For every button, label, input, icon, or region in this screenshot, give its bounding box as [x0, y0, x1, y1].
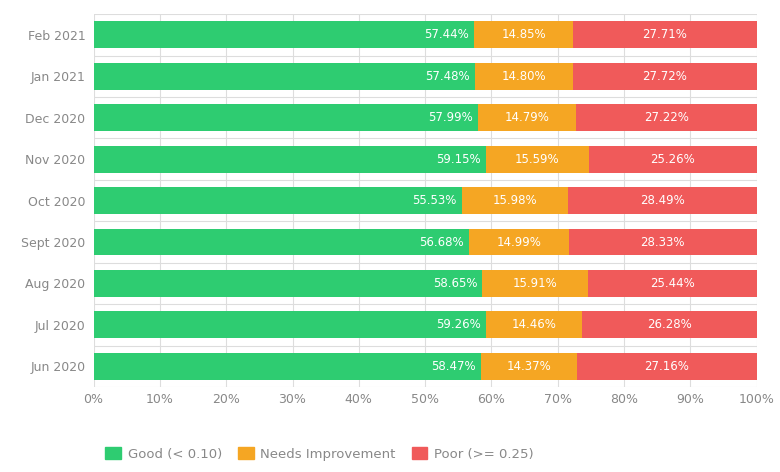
Bar — [94, 270, 483, 297]
Text: 28.49%: 28.49% — [640, 194, 685, 207]
Text: 25.44%: 25.44% — [650, 277, 695, 290]
Text: 26.28%: 26.28% — [647, 319, 692, 331]
Bar — [94, 353, 481, 380]
Text: 14.37%: 14.37% — [506, 360, 551, 373]
Bar — [474, 21, 573, 48]
Text: 56.68%: 56.68% — [420, 236, 464, 249]
Bar — [568, 187, 757, 214]
Bar — [589, 146, 757, 173]
Bar — [573, 21, 757, 48]
Text: 59.26%: 59.26% — [437, 319, 481, 331]
Bar — [470, 228, 569, 255]
Text: 57.48%: 57.48% — [425, 70, 470, 83]
Bar — [94, 228, 470, 255]
Bar — [475, 63, 573, 90]
Text: 57.99%: 57.99% — [428, 111, 473, 124]
Text: 14.79%: 14.79% — [505, 111, 550, 124]
Text: 27.72%: 27.72% — [642, 70, 687, 83]
Bar — [94, 187, 462, 214]
Bar — [483, 270, 588, 297]
Text: 58.47%: 58.47% — [431, 360, 476, 373]
Text: 15.59%: 15.59% — [515, 152, 560, 166]
Bar — [481, 353, 576, 380]
Bar — [94, 312, 487, 338]
Text: 55.53%: 55.53% — [412, 194, 456, 207]
Bar — [94, 63, 475, 90]
Bar — [94, 146, 486, 173]
Legend: Good (< 0.10), Needs Improvement, Poor (>= 0.25): Good (< 0.10), Needs Improvement, Poor (… — [100, 442, 539, 466]
Text: 15.98%: 15.98% — [492, 194, 537, 207]
Bar — [94, 104, 478, 131]
Bar — [486, 146, 589, 173]
Text: 27.22%: 27.22% — [644, 111, 689, 124]
Bar — [462, 187, 568, 214]
Text: 14.99%: 14.99% — [497, 236, 541, 249]
Bar — [94, 21, 474, 48]
Text: 57.44%: 57.44% — [424, 28, 469, 42]
Text: 25.26%: 25.26% — [651, 152, 695, 166]
Bar — [573, 63, 757, 90]
Text: 27.16%: 27.16% — [644, 360, 689, 373]
Bar — [487, 312, 583, 338]
Text: 59.15%: 59.15% — [436, 152, 480, 166]
Text: 58.65%: 58.65% — [433, 277, 477, 290]
Text: 14.85%: 14.85% — [502, 28, 546, 42]
Bar — [576, 104, 757, 131]
Bar — [588, 270, 757, 297]
Text: 15.91%: 15.91% — [512, 277, 558, 290]
Text: 27.71%: 27.71% — [642, 28, 687, 42]
Bar — [576, 353, 757, 380]
Bar — [583, 312, 757, 338]
Bar — [478, 104, 576, 131]
Text: 28.33%: 28.33% — [640, 236, 685, 249]
Text: 14.46%: 14.46% — [512, 319, 557, 331]
Bar — [569, 228, 757, 255]
Text: 14.80%: 14.80% — [502, 70, 546, 83]
